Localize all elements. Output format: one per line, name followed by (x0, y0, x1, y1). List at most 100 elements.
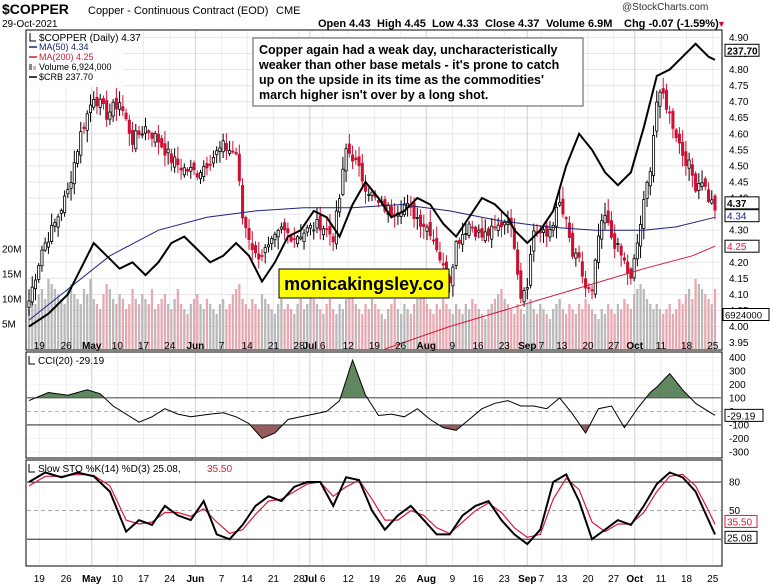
candle-body (648, 171, 652, 187)
candle-body (118, 102, 122, 110)
candle-body (231, 150, 235, 153)
volume-bar (273, 314, 277, 349)
cci-tick-label: 400 (729, 353, 746, 364)
volume-bar (681, 304, 684, 349)
candle-body (354, 157, 358, 161)
volume-bar (115, 304, 118, 349)
candle-body (273, 233, 277, 241)
volume-bar (632, 294, 636, 349)
candle-body (483, 231, 487, 242)
candle-body (529, 254, 533, 286)
x-tick-label-mid: 12 (343, 341, 355, 352)
price-tick-label: 4.30 (729, 226, 749, 237)
volume-bar (387, 309, 390, 349)
volume-bar (205, 299, 209, 349)
x-tick-label-bottom: 9 (450, 574, 456, 585)
ma50-last-tag (724, 209, 760, 223)
x-tick-label-bottom: 13 (556, 574, 568, 585)
volume-bar (163, 294, 167, 349)
candle-body (574, 252, 578, 259)
x-tick-label-mid: 13 (556, 341, 568, 352)
candle-body (635, 242, 639, 260)
candle-body (205, 163, 209, 169)
volume-bar (587, 304, 590, 349)
candle-body (318, 215, 322, 231)
candle-body (606, 210, 610, 224)
volume-bar (522, 314, 526, 349)
candle-body (522, 290, 526, 303)
candle-body (244, 217, 248, 229)
volume-bar (66, 289, 69, 349)
candle-body (441, 263, 445, 266)
x-tick-label-bottom: 10 (112, 574, 124, 585)
candle-body (27, 300, 31, 308)
x-tick-label-bottom: 28 (293, 574, 305, 585)
volume-bar (241, 299, 244, 349)
candle-body (467, 223, 471, 236)
candle-body (202, 166, 206, 177)
candle-body (95, 96, 99, 107)
candle-body (619, 245, 623, 256)
candle-body (554, 206, 558, 227)
volume-bar (655, 304, 658, 349)
volume-bar (694, 279, 697, 349)
candle-body (88, 104, 93, 113)
volume-bar (289, 309, 293, 349)
x-tick-label-bottom: 23 (499, 574, 511, 585)
cci-label-text: CCI(20) -29.19 (38, 356, 105, 367)
price-tick-label: 4.55 (729, 145, 749, 156)
volume-bar (344, 299, 348, 349)
volume-bar (532, 309, 535, 349)
candle-body (496, 224, 500, 231)
volume-bar (121, 299, 124, 349)
candle-body (613, 233, 617, 249)
volume-bar (82, 289, 86, 349)
candle-body (425, 226, 429, 232)
volume-bar (396, 309, 400, 349)
candle-body (218, 147, 222, 152)
volume-bar (603, 314, 607, 349)
volume-bar (474, 304, 477, 349)
candle-body (308, 225, 313, 229)
candle-body (266, 244, 270, 248)
candle-body (127, 119, 131, 134)
volume-bar (27, 309, 31, 349)
volume-bar (215, 314, 218, 349)
volume-bar (409, 314, 412, 349)
candle-body (108, 111, 112, 120)
volume-bar (50, 284, 53, 349)
candle-body (33, 279, 37, 290)
volume-bar (658, 309, 662, 349)
candle-body (224, 143, 228, 151)
candle-body (241, 184, 245, 219)
candle-body (642, 199, 646, 229)
volume-bar (616, 304, 620, 349)
volume-bar (192, 299, 196, 349)
volume-bar (370, 299, 374, 349)
ma200-last-tag-text: 4.25 (727, 242, 747, 253)
candle-body (279, 226, 283, 230)
volume-bar (665, 309, 668, 349)
volume-bar (652, 309, 655, 349)
candle-body (464, 233, 468, 235)
volume-bar (390, 304, 393, 349)
volume-bar (86, 294, 89, 349)
volume-bar (209, 304, 212, 349)
volume-bar (419, 294, 422, 349)
volume-bar (620, 309, 623, 349)
x-tick-label-bottom: Oct (626, 574, 643, 585)
candle-body (681, 141, 685, 156)
volume-bar (613, 314, 616, 349)
x-tick-label-bottom: 7 (219, 574, 225, 585)
price-tick-label: 4.20 (729, 258, 749, 269)
candle-body (713, 195, 717, 211)
candle-body (76, 151, 80, 164)
volume-bar (299, 299, 302, 349)
x-tick-label-mid: 21 (268, 341, 280, 352)
volume-bar (526, 304, 529, 349)
candle-body (545, 225, 549, 237)
x-tick-label-mid: May (82, 341, 102, 352)
x-tick-label-mid: Sep (518, 341, 536, 352)
candle-body (46, 241, 50, 248)
volume-bar (357, 309, 361, 349)
